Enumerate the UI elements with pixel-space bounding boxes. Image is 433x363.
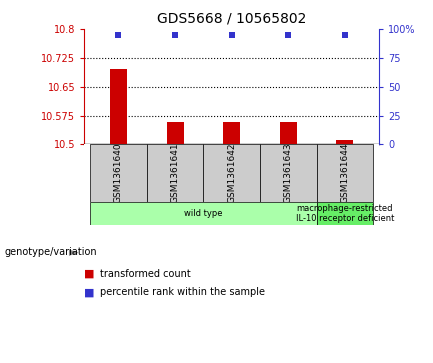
Text: GSM1361644: GSM1361644 bbox=[340, 143, 349, 203]
Bar bbox=[90, 144, 147, 202]
Text: GSM1361640: GSM1361640 bbox=[114, 143, 123, 204]
Text: transformed count: transformed count bbox=[100, 269, 191, 279]
Bar bbox=[204, 144, 260, 202]
Bar bbox=[336, 140, 353, 144]
Bar bbox=[110, 69, 127, 144]
Bar bbox=[147, 144, 204, 202]
Text: macrophage-restricted
IL-10 receptor deficient: macrophage-restricted IL-10 receptor def… bbox=[296, 204, 394, 223]
Bar bbox=[223, 122, 240, 144]
Bar bbox=[317, 144, 373, 202]
Text: genotype/variation: genotype/variation bbox=[4, 247, 97, 257]
Title: GDS5668 / 10565802: GDS5668 / 10565802 bbox=[157, 11, 306, 25]
Bar bbox=[167, 122, 184, 144]
Text: percentile rank within the sample: percentile rank within the sample bbox=[100, 287, 265, 297]
Text: ■: ■ bbox=[84, 287, 95, 297]
Polygon shape bbox=[69, 249, 79, 256]
Bar bbox=[317, 202, 373, 225]
Text: ■: ■ bbox=[84, 269, 95, 279]
Text: GSM1361641: GSM1361641 bbox=[171, 143, 180, 204]
Text: wild type: wild type bbox=[184, 209, 223, 218]
Bar bbox=[90, 202, 317, 225]
Bar bbox=[280, 122, 297, 144]
Text: GSM1361643: GSM1361643 bbox=[284, 143, 293, 204]
Bar bbox=[260, 144, 317, 202]
Text: GSM1361642: GSM1361642 bbox=[227, 143, 236, 203]
